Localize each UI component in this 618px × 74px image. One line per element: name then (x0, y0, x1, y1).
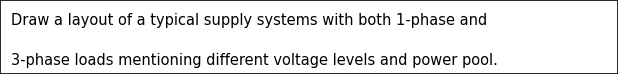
Text: Draw a layout of a typical supply systems with both 1-phase and: Draw a layout of a typical supply system… (11, 13, 488, 28)
Text: 3-phase loads mentioning different voltage levels and power pool.: 3-phase loads mentioning different volta… (11, 53, 498, 68)
